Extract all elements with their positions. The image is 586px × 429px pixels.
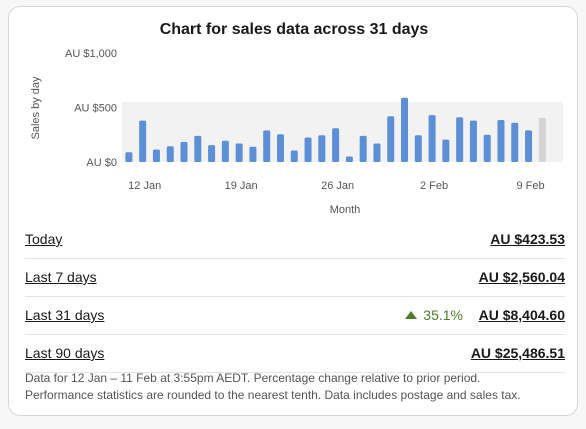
stat-value-last-31-days[interactable]: AU $8,404.60	[478, 307, 565, 323]
y-tick-label: AU $0	[86, 157, 117, 169]
bar	[304, 137, 312, 162]
bar	[166, 146, 174, 162]
stat-value-today[interactable]: AU $423.53	[490, 231, 565, 247]
x-tick-label: 12 Jan	[128, 180, 161, 192]
x-tick-label: 2 Feb	[420, 180, 448, 192]
x-axis-label: Month	[330, 204, 361, 216]
bar	[318, 135, 326, 162]
bar	[442, 139, 450, 162]
stat-value-last-7-days[interactable]: AU $2,560.04	[478, 269, 565, 285]
top-strip	[0, 0, 586, 8]
stat-change-last-31-days: 35.1%	[405, 307, 463, 323]
bar	[180, 141, 188, 162]
bar	[249, 146, 257, 162]
stat-value-last-90-days[interactable]: AU $25,486.51	[470, 345, 565, 361]
bar	[221, 140, 229, 162]
stat-label-today[interactable]: Today	[25, 231, 63, 247]
stat-row-last-7-days: Last 7 days AU $2,560.04	[25, 259, 565, 297]
sales-card: Chart for sales data across 31 days AU $…	[8, 6, 578, 416]
bar	[428, 115, 436, 162]
x-tick-label: 26 Jan	[321, 180, 354, 192]
bar	[456, 117, 464, 162]
bar	[373, 143, 381, 162]
bar	[290, 150, 298, 162]
stat-label-last-31-days[interactable]: Last 31 days	[25, 307, 105, 323]
bar	[359, 135, 367, 162]
stat-row-last-90-days: Last 90 days AU $25,486.51	[25, 335, 565, 373]
bar	[469, 120, 477, 162]
stat-label-last-90-days[interactable]: Last 90 days	[25, 345, 105, 361]
bar	[525, 130, 533, 162]
bar	[387, 116, 395, 162]
trend-up-icon	[405, 311, 418, 319]
stats-list: Today AU $423.53 Last 7 days AU $2,560.0…	[25, 221, 565, 373]
stat-label-last-7-days[interactable]: Last 7 days	[25, 269, 97, 285]
y-tick-label: AU $1,000	[65, 48, 117, 60]
bar	[497, 120, 505, 162]
stat-row-last-31-days: Last 31 days 35.1% AU $8,404.60	[25, 297, 565, 335]
bar	[276, 134, 284, 162]
bar	[332, 128, 340, 162]
bar	[194, 135, 202, 162]
bar	[139, 120, 147, 162]
y-axis-label: Sales by day	[30, 76, 42, 139]
bar	[401, 97, 409, 162]
y-tick-label: AU $500	[74, 103, 117, 115]
bar	[263, 130, 271, 162]
bar	[511, 122, 519, 162]
x-tick-label: 9 Feb	[516, 180, 544, 192]
bar	[483, 134, 491, 162]
bar	[235, 143, 243, 162]
footnote-line-2: Performance statistics are rounded to th…	[25, 388, 521, 402]
bar	[538, 117, 546, 162]
x-tick-label: 19 Jan	[225, 180, 258, 192]
bar	[414, 135, 422, 162]
bar	[208, 145, 216, 162]
footnote-line-1: Data for 12 Jan – 11 Feb at 3:55pm AEDT.…	[25, 371, 481, 385]
bar	[345, 156, 353, 162]
chart-title: Chart for sales data across 31 days	[159, 21, 429, 38]
stat-change-value: 35.1%	[423, 307, 463, 323]
plot-background	[122, 102, 563, 162]
bar	[125, 152, 133, 162]
footnote: Data for 12 Jan – 11 Feb at 3:55pm AEDT.…	[25, 370, 565, 404]
bar	[152, 149, 160, 162]
stat-row-today: Today AU $423.53	[25, 221, 565, 259]
sales-bar-chart: AU $1,000 AU $500 AU $0 Sales by day 12 Jan 1…	[30, 48, 563, 216]
